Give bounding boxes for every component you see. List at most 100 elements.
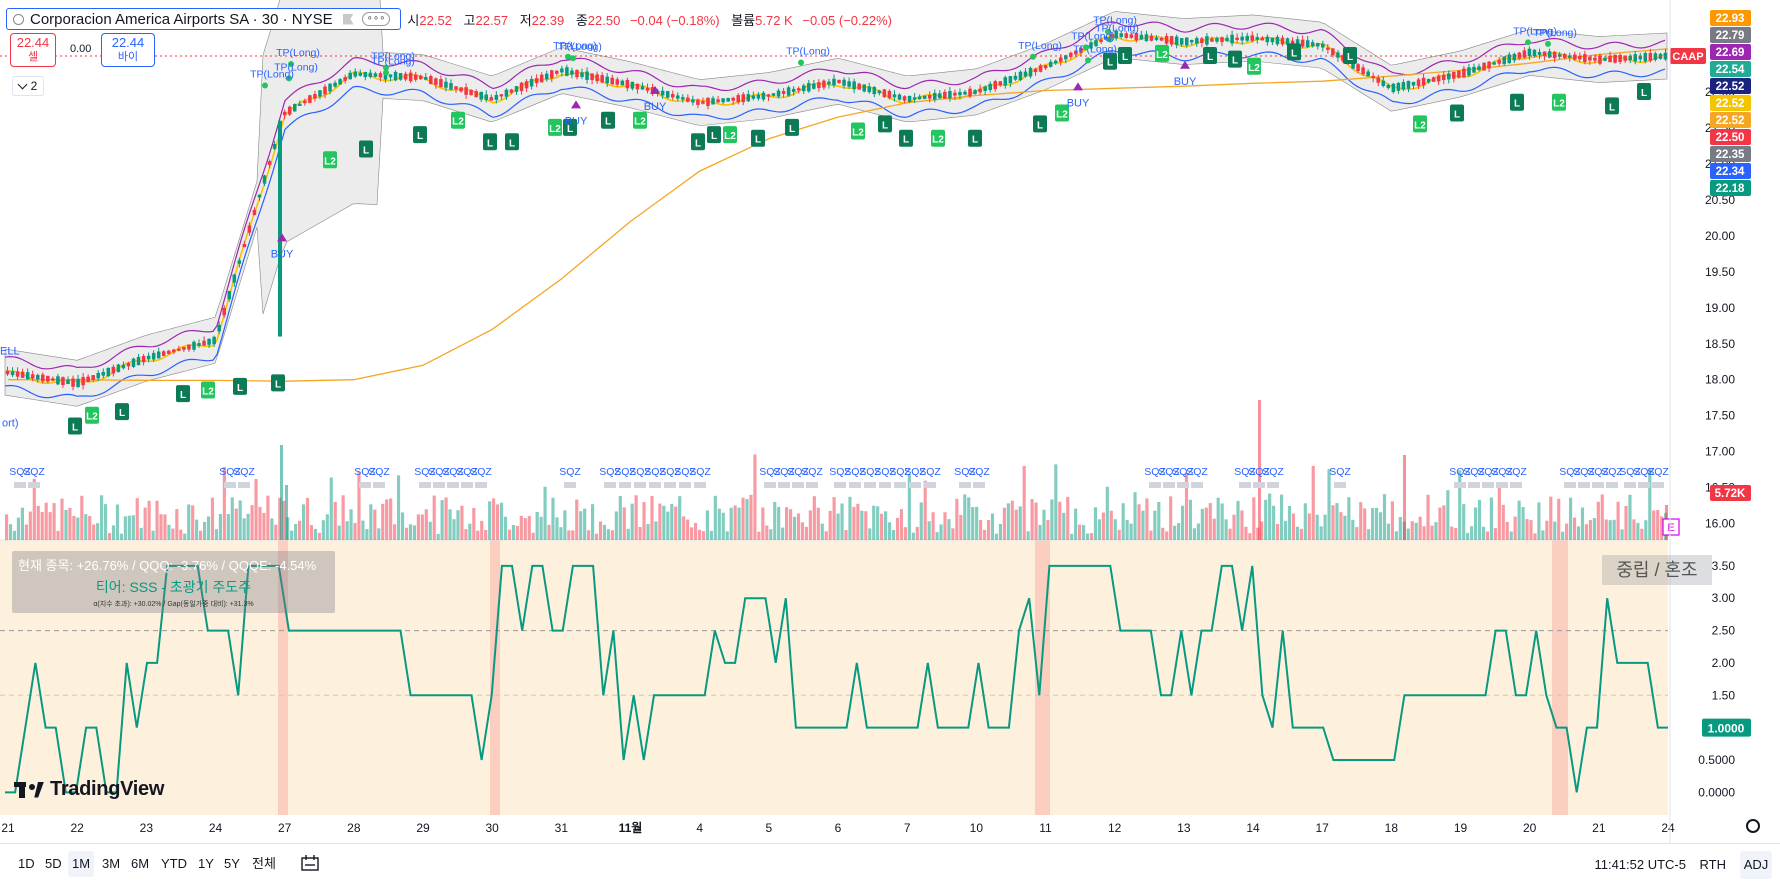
volume-bar <box>115 504 120 540</box>
volume-bar <box>1220 503 1224 540</box>
volume-bar <box>345 521 349 540</box>
volume-bar <box>1117 529 1121 540</box>
more-options-icon[interactable]: ∘∘∘ <box>361 12 391 26</box>
candle-body <box>1069 52 1073 58</box>
range-all-button[interactable]: 전체 <box>252 856 276 871</box>
volume-bar <box>1081 525 1086 540</box>
volume-bar <box>1244 526 1248 540</box>
l-signal-label: L <box>903 135 909 146</box>
candle-body <box>358 72 363 76</box>
volume-bar <box>1576 526 1581 540</box>
buy-button[interactable]: 22.44 바이 <box>101 33 155 67</box>
range-6m-button[interactable]: 6M <box>131 856 150 871</box>
candle-body <box>1205 36 1209 45</box>
candle-body <box>278 120 282 337</box>
clock-display[interactable]: 11:41:52 UTC-5 <box>1594 857 1686 872</box>
volume-bar <box>325 514 329 540</box>
volume-bar <box>947 519 951 540</box>
tradingview-logo[interactable]: TradingView <box>14 778 164 801</box>
volume-bar <box>1584 524 1589 540</box>
tp-long-label: TP(Long) <box>276 47 320 59</box>
volume-bar <box>852 506 856 540</box>
volume-bar <box>8 524 13 540</box>
volume-bar <box>298 520 302 540</box>
range-1y-button[interactable]: 1Y <box>198 856 214 871</box>
sqz-marker <box>1564 482 1576 488</box>
gear-icon[interactable] <box>1746 819 1760 833</box>
candle-body <box>948 91 952 99</box>
sqz-label: SQZ <box>629 466 651 478</box>
volume-bar <box>693 522 698 540</box>
session-rth-button[interactable]: RTH <box>1699 857 1726 872</box>
volume-spike <box>1258 400 1261 540</box>
volume-bar <box>1386 523 1391 540</box>
tp-long-label: TP(Long) <box>250 69 294 81</box>
date-range-icon[interactable] <box>301 855 319 871</box>
volume-bar <box>254 479 258 540</box>
tp-long-label: TP(Long) <box>786 46 830 58</box>
sqz-marker <box>879 482 891 488</box>
range-ytd-button[interactable]: YTD <box>161 856 187 871</box>
candle-body <box>509 89 514 93</box>
l-signal-badge: L <box>359 140 373 158</box>
l-signal-badge: L2 <box>1413 115 1427 133</box>
oscillator-axis-tick: 3.50 <box>1712 559 1736 573</box>
candle-body <box>917 96 922 100</box>
volume-bar <box>737 507 741 540</box>
l-signal-badge: L <box>1118 46 1132 64</box>
price-axis-tick: 17.00 <box>1705 445 1735 459</box>
volume-bar <box>1656 510 1660 540</box>
volume-bar <box>400 512 405 540</box>
volume-bar <box>1066 496 1070 540</box>
sqz-label: SQZ <box>1234 466 1256 478</box>
volume-bar <box>191 505 195 540</box>
l-signal-label: L <box>1037 120 1043 131</box>
range-5d-button[interactable]: 5D <box>45 856 62 871</box>
volume-bar <box>1200 508 1204 540</box>
candle-body <box>1411 81 1416 86</box>
volume-bar <box>1260 521 1264 540</box>
symbol-title[interactable]: Corporacion America Airports SA · 30 · N… <box>30 10 333 28</box>
l-signal-label: L2 <box>724 131 736 142</box>
candle-body <box>232 274 237 283</box>
candle-body <box>146 355 151 360</box>
volume-bar <box>543 486 547 540</box>
adjust-button[interactable]: ADJ <box>1740 851 1772 879</box>
candle-body <box>781 91 786 94</box>
range-3m-button[interactable]: 3M <box>102 856 121 871</box>
candle-body <box>1079 47 1083 53</box>
sqz-marker <box>1510 482 1522 488</box>
l-signal-label: L <box>1107 58 1113 69</box>
candle-body <box>267 161 272 165</box>
price-axis-label-text: 22.50 <box>1716 132 1745 144</box>
range-1d-button[interactable]: 1D <box>18 856 35 871</box>
sell-button[interactable]: 22.44 셀 <box>10 33 56 67</box>
l-signal-badge: L <box>233 377 247 395</box>
volume-bar <box>1418 516 1422 540</box>
tp-dot <box>383 64 389 71</box>
candle-body <box>912 97 917 100</box>
candle-body <box>580 72 584 77</box>
price-axis-label: 22.34 <box>1710 163 1751 179</box>
sqz-marker <box>1149 482 1161 488</box>
candle-body <box>812 83 816 89</box>
range-5y-button[interactable]: 5Y <box>224 856 240 871</box>
candle-body <box>177 348 181 351</box>
volume-bar <box>531 532 535 540</box>
volume-bar <box>1252 497 1256 540</box>
l-signal-badge: L2 <box>323 151 337 169</box>
volume-bar <box>1382 494 1387 540</box>
symbol-box[interactable]: Corporacion America Airports SA · 30 · N… <box>6 8 402 30</box>
indicator-collapse-button[interactable]: 2 <box>12 76 44 96</box>
flag-icon[interactable] <box>342 13 354 25</box>
tp-dot <box>565 53 571 60</box>
candle-body <box>1250 35 1255 41</box>
volume-bar <box>1565 523 1569 540</box>
candle-body <box>640 86 645 90</box>
candle-body <box>1512 53 1517 61</box>
volume-bar <box>246 513 250 540</box>
range-1m-button[interactable]: 1M <box>68 851 95 877</box>
volume-bar <box>503 516 508 540</box>
